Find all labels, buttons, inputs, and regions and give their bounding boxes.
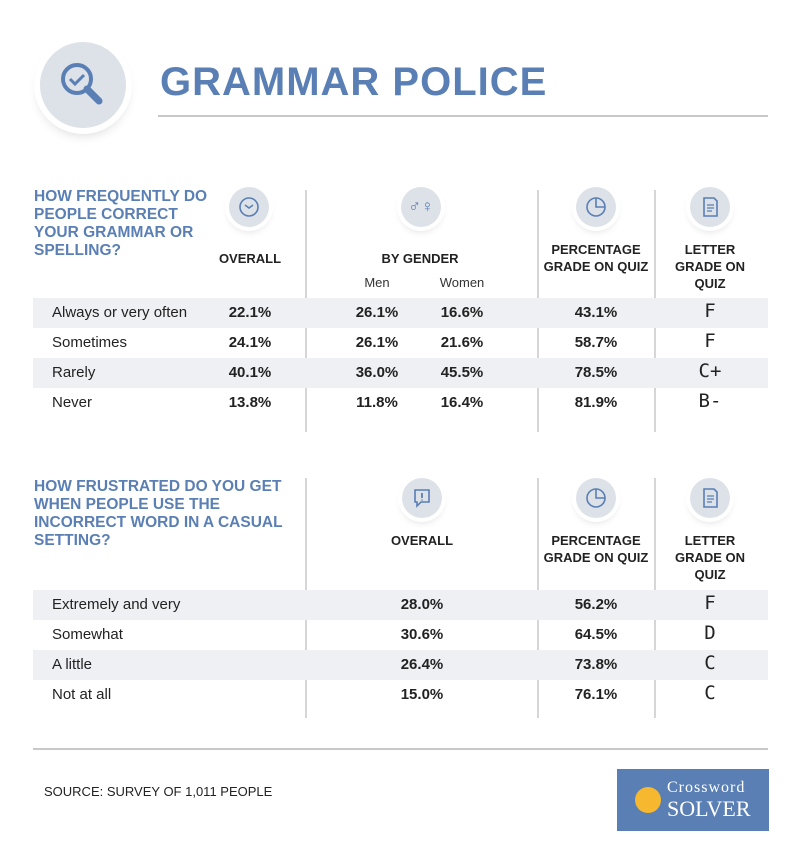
crossword-grid-icon — [635, 787, 661, 813]
letter-cell: F — [704, 300, 716, 322]
header-letter-grade: LETTER GRADE ON QUIZ — [674, 242, 746, 291]
header-letter-grade: LETTER GRADE ON QUIZ — [674, 533, 746, 582]
table-row: Never 13.8% 11.8% 16.4% 81.9% B- — [33, 388, 768, 418]
title-divider — [158, 115, 768, 117]
row-label: Extremely and very — [52, 596, 181, 613]
pie-chart-icon — [576, 187, 616, 227]
row-label: Never — [52, 394, 93, 411]
pie-chart-icon — [576, 478, 616, 518]
pct-cell: 78.5% — [574, 364, 618, 381]
men-cell: 36.0% — [355, 364, 399, 381]
clock-icon — [229, 187, 269, 227]
overall-cell: 24.1% — [228, 334, 272, 351]
overall-cell: 13.8% — [228, 394, 272, 411]
table-row: Always or very often 22.1% 26.1% 16.6% 43.1%… — [33, 298, 768, 328]
row-label: Sometimes — [52, 334, 128, 351]
overall-cell: 26.4% — [400, 656, 444, 673]
document-icon — [690, 187, 730, 227]
men-cell: 26.1% — [355, 304, 399, 321]
overall-cell: 22.1% — [228, 304, 272, 321]
table-row: Extremely and very 28.0% 56.2% F — [33, 590, 768, 620]
gender-icon: ♂♀ — [401, 187, 441, 227]
table-row: Sometimes 24.1% 26.1% 21.6% 58.7% F — [33, 328, 768, 358]
table2-question: How frustrated do you get when people us… — [34, 478, 283, 549]
pct-cell: 58.7% — [574, 334, 618, 351]
women-cell: 16.4% — [440, 394, 484, 411]
overall-cell: 28.0% — [400, 596, 444, 613]
men-cell: 11.8% — [356, 394, 398, 411]
header-overall: OVERALL — [390, 533, 454, 548]
letter-cell: F — [704, 592, 716, 614]
row-label: Rarely — [52, 364, 96, 381]
women-cell: 21.6% — [440, 334, 484, 351]
footer-divider — [33, 748, 768, 750]
row-label: A little — [52, 656, 93, 673]
header-percentage-grade: PERCENTAGE GRADE ON QUIZ — [543, 533, 649, 565]
table-row: Rarely 40.1% 36.0% 45.5% 78.5% C+ — [33, 358, 768, 388]
table-row: Somewhat 30.6% 64.5% D — [33, 620, 768, 650]
row-label: Always or very often — [52, 304, 188, 321]
source-note: SOURCE: SURVEY OF 1,011 PEOPLE — [44, 784, 273, 799]
logo-text-bottom: SOLVER — [667, 796, 751, 821]
header-overall: OVERALL — [218, 251, 282, 266]
pct-cell: 73.8% — [574, 656, 618, 673]
table1-question: How frequently do people correct your gr… — [34, 188, 208, 259]
letter-cell: C — [704, 652, 716, 674]
overall-cell: 15.0% — [400, 686, 444, 703]
crossword-solver-logo: Crossword SOLVER — [617, 769, 769, 831]
men-cell: 26.1% — [355, 334, 399, 351]
document-icon — [690, 478, 730, 518]
title-badge — [40, 42, 126, 128]
letter-cell: C+ — [698, 360, 722, 382]
women-cell: 45.5% — [440, 364, 484, 381]
header-women: Women — [439, 275, 485, 290]
overall-cell: 40.1% — [228, 364, 272, 381]
magnifier-check-icon — [61, 63, 103, 105]
row-label: Somewhat — [52, 626, 123, 643]
women-cell: 16.6% — [440, 304, 484, 321]
pct-cell: 64.5% — [574, 626, 618, 643]
table-row: Not at all 15.0% 76.1% C — [33, 680, 768, 710]
table-row: A little 26.4% 73.8% C — [33, 650, 768, 680]
header-men: Men — [364, 275, 390, 290]
page-title: GRAMMAR POLICE — [160, 60, 548, 104]
letter-cell: F — [704, 330, 716, 352]
pct-cell: 81.9% — [574, 394, 618, 411]
pct-cell: 43.1% — [574, 304, 618, 321]
alert-message-icon — [402, 478, 442, 518]
letter-cell: D — [704, 622, 716, 644]
pct-cell: 56.2% — [574, 596, 618, 613]
letter-cell: B- — [698, 390, 722, 412]
overall-cell: 30.6% — [400, 626, 444, 643]
header-percentage-grade: PERCENTAGE GRADE ON QUIZ — [543, 242, 649, 274]
header-by-gender: BY GENDER — [381, 251, 459, 266]
letter-cell: C — [704, 682, 716, 704]
logo-text-top: Crossword — [667, 779, 746, 796]
pct-cell: 76.1% — [574, 686, 618, 703]
row-label: Not at all — [52, 686, 112, 703]
